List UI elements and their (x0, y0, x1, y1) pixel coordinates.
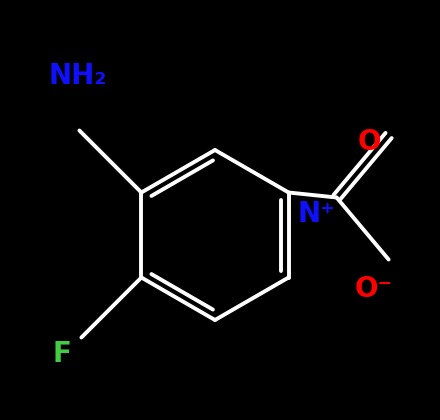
Text: NH₂: NH₂ (48, 62, 106, 90)
Text: F: F (52, 340, 71, 368)
Text: O⁻: O⁻ (355, 275, 393, 303)
Text: O: O (358, 128, 381, 156)
Text: N⁺: N⁺ (298, 200, 336, 228)
